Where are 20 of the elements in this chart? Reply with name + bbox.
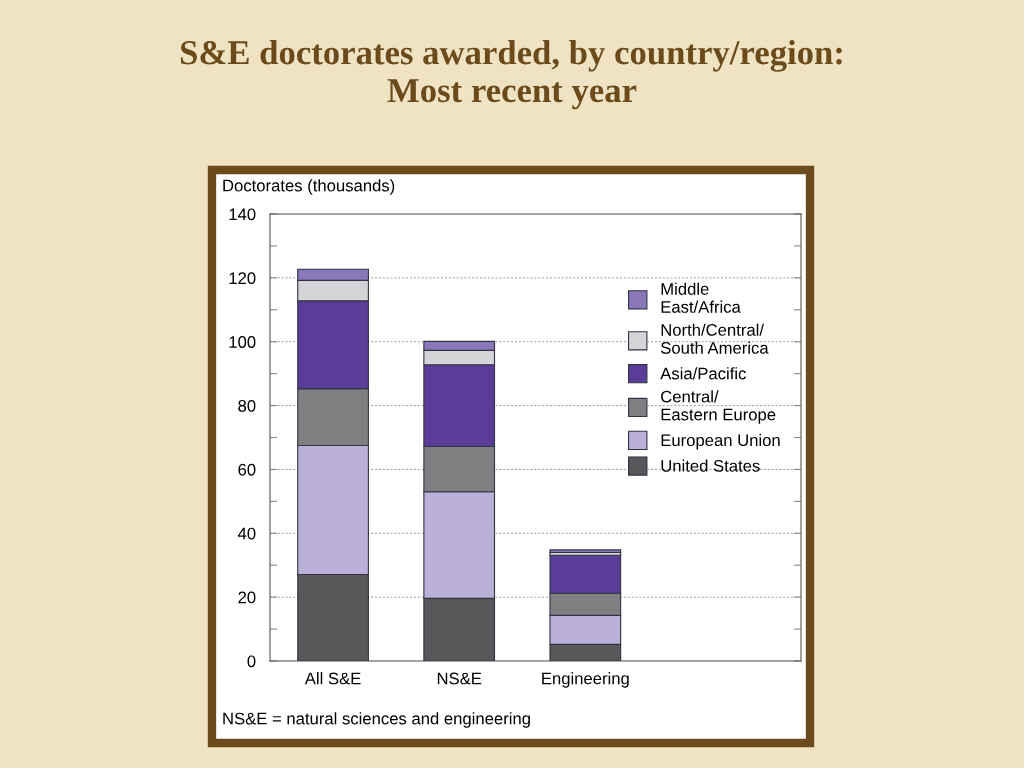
- y-tick-label: 20: [238, 591, 256, 604]
- legend-label: Asia/Pacific: [660, 367, 746, 380]
- y-tick-label: 120: [229, 272, 256, 285]
- y-tick-label: 40: [237, 527, 256, 540]
- y-tick-label: 0: [247, 655, 256, 668]
- legend-label: European Union: [661, 433, 780, 450]
- x-tick-label: Engineering: [542, 672, 629, 688]
- legend-label: United States: [661, 459, 760, 472]
- y-tick-label: 140: [229, 208, 256, 221]
- chart-title: S&E doctorates awarded, by country/region: Most recent year: [180, 40, 842, 110]
- y-tick-label: 80: [238, 399, 256, 412]
- y-tick-label: 100: [229, 336, 256, 348]
- y-tick-label: 60: [238, 463, 256, 476]
- text: NS&E = natural sciences and engineering: [223, 712, 530, 728]
- legend-label: Central/ Eastern Europe: [661, 390, 776, 424]
- x-tick-label: NS&E: [437, 672, 482, 685]
- legend-label: Middle East/Africa: [661, 282, 741, 313]
- x-tick-label: All S&E: [304, 672, 361, 685]
- y-axis-title: Doctorates (thousands): [223, 179, 395, 195]
- legend-label: North/Central/ South America: [661, 323, 769, 354]
